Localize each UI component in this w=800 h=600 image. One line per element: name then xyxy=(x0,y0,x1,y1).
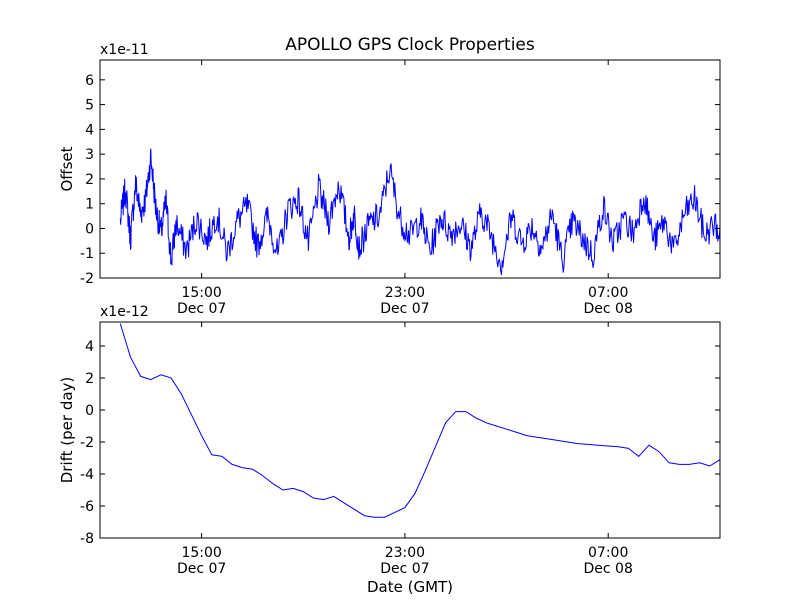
offset-xtick-date-label: Dec 07 xyxy=(380,301,429,317)
drift-xtick-time-label: 07:00 xyxy=(588,545,628,561)
offset-exponent-label: x1e-11 xyxy=(100,42,149,58)
drift-exponent-label: x1e-12 xyxy=(100,304,149,320)
drift-ytick-label: 4 xyxy=(85,339,94,355)
drift-ylabel: Drift (per day) xyxy=(58,377,76,484)
figure-title: APOLLO GPS Clock Properties xyxy=(285,35,535,55)
offset-series-line xyxy=(119,148,720,276)
offset-ytick-label: 5 xyxy=(85,98,94,114)
offset-ytick-label: 4 xyxy=(85,122,94,138)
drift-ytick-label: 2 xyxy=(85,371,94,387)
offset-ylabel: Offset xyxy=(58,146,76,191)
offset-xtick-time-label: 07:00 xyxy=(588,285,628,301)
drift-ytick-label: -6 xyxy=(80,499,94,515)
offset-xtick-time-label: 15:00 xyxy=(181,285,221,301)
offset-xtick-time-label: 23:00 xyxy=(385,285,425,301)
offset-ytick-label: -1 xyxy=(80,246,94,262)
drift-ytick-label: -2 xyxy=(80,435,94,451)
offset-xtick-date-label: Dec 08 xyxy=(584,301,633,317)
drift-axes-frame xyxy=(99,321,721,539)
offset-ytick-label: 2 xyxy=(85,172,94,188)
drift-xtick-date-label: Dec 07 xyxy=(380,561,429,577)
offset-axes-frame xyxy=(99,59,721,279)
offset-ytick-label: 6 xyxy=(85,73,94,89)
offset-ytick-label: 3 xyxy=(85,147,94,163)
drift-ytick-label: -4 xyxy=(80,467,94,483)
offset-ytick-label: 1 xyxy=(85,197,94,213)
drift-xtick-date-label: Dec 07 xyxy=(177,561,226,577)
offset-ytick-label: -2 xyxy=(80,271,94,287)
drift-ytick-label: 0 xyxy=(85,403,94,419)
drift-xtick-time-label: 23:00 xyxy=(385,545,425,561)
offset-xtick-date-label: Dec 07 xyxy=(177,301,226,317)
drift-xtick-time-label: 15:00 xyxy=(181,545,221,561)
drift-ytick-label: -8 xyxy=(80,531,94,547)
offset-ytick-label: 0 xyxy=(85,221,94,237)
drift-xlabel: Date (GMT) xyxy=(367,578,453,596)
drift-xtick-date-label: Dec 08 xyxy=(584,561,633,577)
drift-series-line xyxy=(119,323,720,518)
